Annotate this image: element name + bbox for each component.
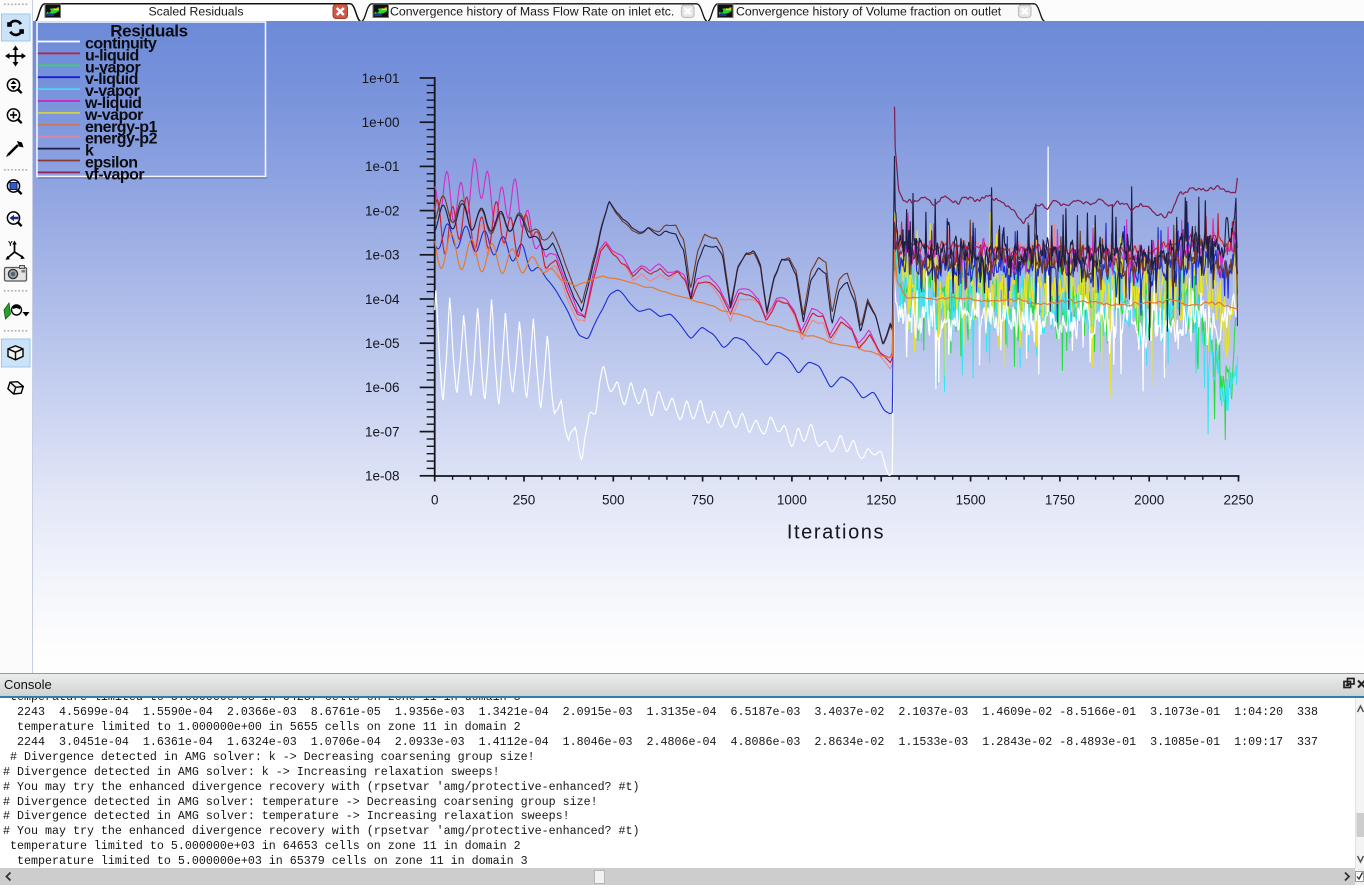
svg-text:vf-vapor: vf-vapor <box>85 166 144 183</box>
svg-text:1e-08: 1e-08 <box>365 469 400 484</box>
svg-text:1250: 1250 <box>866 493 896 508</box>
svg-text:1e-06: 1e-06 <box>365 380 400 395</box>
svg-text:1e+01: 1e+01 <box>362 71 400 86</box>
svg-text:1e-05: 1e-05 <box>365 336 400 351</box>
svg-text:1e-01: 1e-01 <box>365 159 400 174</box>
svg-text:500: 500 <box>602 493 625 508</box>
svg-text:2250: 2250 <box>1223 493 1253 508</box>
svg-text:1500: 1500 <box>956 493 986 508</box>
svg-text:2000: 2000 <box>1134 493 1164 508</box>
svg-text:Convergence history of Volume: Convergence history of Volume fraction o… <box>736 5 1002 19</box>
svg-text:1750: 1750 <box>1045 493 1075 508</box>
svg-text:1e+00: 1e+00 <box>362 115 400 130</box>
svg-text:1000: 1000 <box>777 493 807 508</box>
svg-text:Y: Y <box>8 241 13 248</box>
svg-text:Convergence history of Mass Fl: Convergence history of Mass Flow Rate on… <box>390 5 674 19</box>
svg-text:Iterations: Iterations <box>787 522 885 544</box>
svg-text:energy-p2: energy-p2 <box>85 131 158 148</box>
svg-text:750: 750 <box>691 493 714 508</box>
svg-text:1e-07: 1e-07 <box>365 424 400 439</box>
svg-text:1e-04: 1e-04 <box>365 292 400 307</box>
svg-text:1e-03: 1e-03 <box>365 248 400 263</box>
svg-text:0: 0 <box>431 493 439 508</box>
svg-text:250: 250 <box>513 493 536 508</box>
svg-text:1e-02: 1e-02 <box>365 203 400 218</box>
svg-text:Scaled Residuals: Scaled Residuals <box>148 5 243 19</box>
